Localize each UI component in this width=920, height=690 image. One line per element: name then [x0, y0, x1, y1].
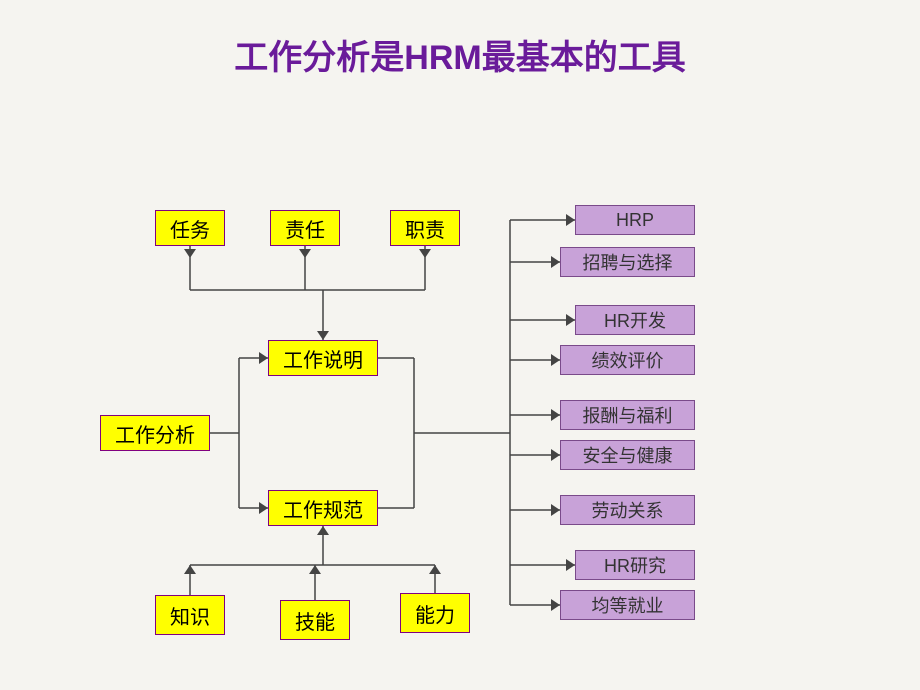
title-text: 工作分析是HRM最基本的工具 [234, 39, 685, 77]
node-recruit: 招聘与选择 [560, 247, 695, 277]
node-comp: 报酬与福利 [560, 400, 695, 430]
connectors-layer [0, 0, 920, 690]
node-labor: 劳动关系 [560, 495, 695, 525]
node-task: 任务 [155, 210, 225, 246]
node-ability: 能力 [400, 593, 470, 633]
node-jobdesc: 工作说明 [268, 340, 378, 376]
node-know: 知识 [155, 595, 225, 635]
node-duty: 责任 [270, 210, 340, 246]
node-safety: 安全与健康 [560, 440, 695, 470]
node-jobana: 工作分析 [100, 415, 210, 451]
node-jobspec: 工作规范 [268, 490, 378, 526]
node-perf: 绩效评价 [560, 345, 695, 375]
node-role: 职责 [390, 210, 460, 246]
node-skill: 技能 [280, 600, 350, 640]
page-title: 工作分析是HRM最基本的工具 [0, 30, 920, 79]
node-hrdev: HR开发 [575, 305, 695, 335]
node-hrres: HR研究 [575, 550, 695, 580]
node-equal: 均等就业 [560, 590, 695, 620]
node-hrp: HRP [575, 205, 695, 235]
